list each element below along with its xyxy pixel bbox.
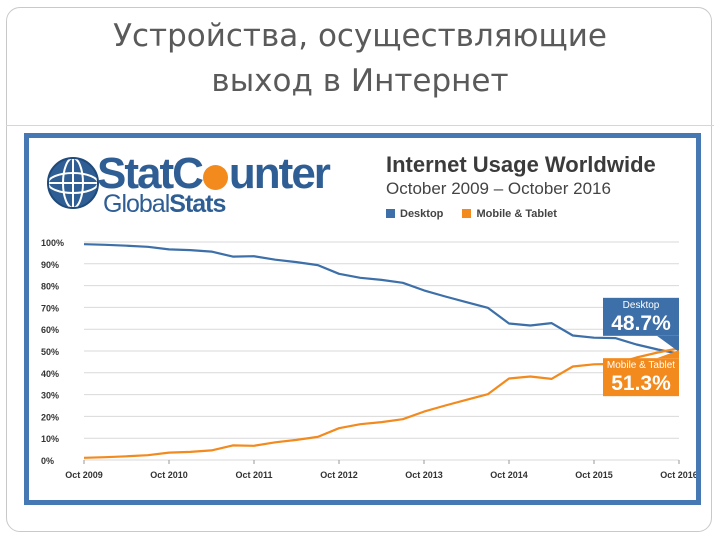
legend-label-desktop: Desktop <box>400 208 444 220</box>
slide-title-line-2: выход в Интернет <box>211 63 509 99</box>
y-tick-label: 80% <box>41 282 59 292</box>
chart-title: Internet Usage Worldwide <box>386 152 656 177</box>
y-tick-label: 30% <box>41 391 59 401</box>
logo-subtitle: GlobalStats <box>103 190 226 218</box>
chart-panel: StatC unter GlobalStats Internet Usage Wo… <box>29 138 696 500</box>
plot-area: 0% 10% 20% 30% 40% 50% 60% 70% 80% 90% 100% Oct 200… <box>41 238 696 480</box>
callout-mobile-value: 51.3% <box>611 372 671 396</box>
slide-divider <box>6 125 714 126</box>
chart-legend: Desktop Mobile & Tablet <box>386 208 573 220</box>
x-tick-label: Oct 2012 <box>320 470 358 480</box>
callout-desktop-value: 48.7% <box>611 311 671 335</box>
slide-title-line-1: Устройства, осуществляющие <box>113 18 607 54</box>
callout-desktop-box <box>603 297 679 336</box>
x-tick-label: Oct 2014 <box>490 470 528 480</box>
legend-item-desktop: Desktop <box>386 208 443 220</box>
x-tick-label: Oct 2015 <box>575 470 613 480</box>
callout-desktop-label: Desktop <box>622 299 660 311</box>
x-tick-label: Oct 2013 <box>405 470 443 480</box>
statcounter-logo: StatC unter GlobalStats <box>45 149 355 223</box>
x-tick-label: Oct 2011 <box>235 470 272 480</box>
y-tick-label: 70% <box>41 303 59 313</box>
y-tick-label: 50% <box>41 347 59 357</box>
x-tick-label: Oct 2009 <box>65 470 103 480</box>
callout-desktop-pointer <box>657 335 679 352</box>
x-tick-label: Oct 2010 <box>150 470 188 480</box>
callout-mobile-box <box>603 358 679 397</box>
callout-mobile-label: Mobile & Tablet <box>606 360 676 372</box>
callout-desktop: Desktop 48.7% <box>603 300 679 336</box>
chart-card: StatC unter GlobalStats Internet Usage Wo… <box>24 133 701 505</box>
slide-title: Устройства, осуществляющие выход в Интер… <box>0 14 720 104</box>
y-tick-label: 20% <box>41 412 59 422</box>
legend-label-mobile: Mobile & Tablet <box>476 208 557 220</box>
y-tick-label: 100% <box>41 238 64 248</box>
legend-swatch-desktop <box>386 209 395 218</box>
series-line-mobile <box>83 347 680 459</box>
legend-item-mobile: Mobile & Tablet <box>462 208 557 220</box>
x-tick-label: Oct 2016 <box>660 470 696 480</box>
y-tick-label: 90% <box>41 260 59 270</box>
chart-subtitle: October 2009 – October 2016 <box>386 179 611 198</box>
callout-mobile-pointer <box>657 350 679 359</box>
globe-icon <box>47 157 99 209</box>
y-tick-label: 40% <box>41 369 59 379</box>
y-tick-label: 0% <box>41 456 54 466</box>
legend-swatch-mobile <box>462 209 472 218</box>
y-tick-label: 10% <box>41 434 59 444</box>
y-tick-label: 60% <box>41 325 59 335</box>
logo-wordmark: StatC unter <box>97 149 331 198</box>
callout-mobile: Mobile & Tablet 51.3% <box>603 360 679 396</box>
series-line-desktop <box>83 243 680 355</box>
